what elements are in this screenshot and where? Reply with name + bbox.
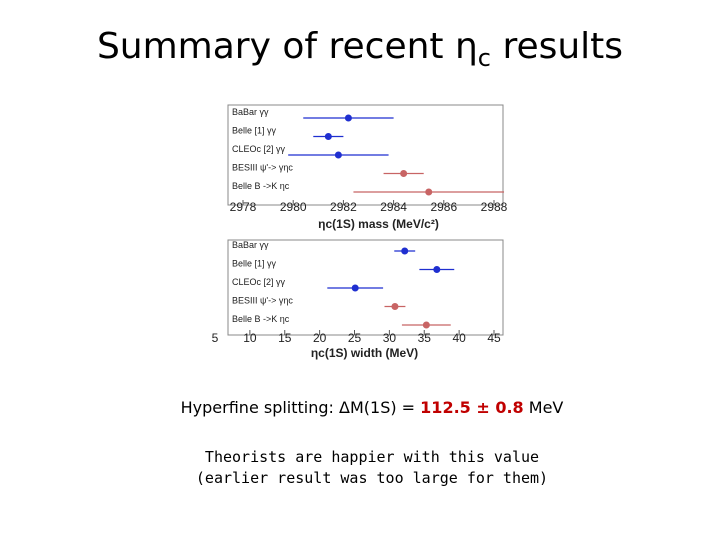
x-tick-label: 35 [418, 331, 432, 345]
x-tick-label: 5 [212, 331, 219, 345]
data-point [391, 303, 399, 310]
title-text: Summary of recent η [97, 26, 478, 67]
hyperfine-unit: MeV [524, 398, 564, 417]
category-label: BESIII ψ'-> γηc [232, 296, 293, 306]
data-point [324, 133, 332, 140]
x-axis-label: ηc(1S) width (MeV) [311, 346, 418, 360]
hyperfine: Hyperfine splitting: ΔM(1S) = 112.5 ± 0.… [181, 398, 564, 417]
category-label: BaBar γγ [232, 240, 269, 250]
plot-frame [227, 104, 504, 206]
data-point [400, 170, 408, 177]
note-line: Theorists are happier with this value [205, 448, 539, 466]
category-label: Belle B ->K ηc [232, 314, 290, 324]
category-label: BESIII ψ'-> γηc [232, 163, 293, 173]
category-label: BaBar γγ [232, 107, 269, 117]
x-tick-label: 45 [487, 331, 501, 345]
title-text: results [491, 26, 623, 67]
x-tick-label: 20 [313, 331, 327, 345]
data-point [334, 151, 342, 159]
data-point [422, 321, 430, 329]
category-label: CLEOc [2] γγ [232, 144, 286, 154]
hyperfine-text: Hyperfine splitting: ΔM(1S) = [181, 398, 421, 417]
data-point [344, 114, 352, 122]
category-label: Belle [1] γγ [232, 259, 277, 269]
category-label: CLEOc [2] γγ [232, 277, 286, 287]
category-label: Belle B ->K ηc [232, 181, 290, 191]
category-label: Belle [1] γγ [232, 126, 277, 136]
hyperfine-value: 112.5 ± 0.8 [420, 398, 524, 417]
note-line: (earlier result was too large for them) [196, 469, 548, 487]
x-tick-label: 2980 [280, 200, 307, 214]
x-axis-label: ηc(1S) mass (MeV/c²) [318, 217, 439, 231]
data-point [425, 188, 433, 196]
x-tick-label: 15 [278, 331, 292, 345]
x-tick-label: 10 [243, 331, 257, 345]
plot-frame [227, 239, 504, 336]
title-subscript: c [478, 44, 491, 72]
x-tick-label: 2984 [380, 200, 407, 214]
data-point [433, 266, 441, 273]
x-tick-label: 40 [452, 331, 466, 345]
x-tick-label: 2982 [330, 200, 357, 214]
x-tick-label: 25 [348, 331, 362, 345]
x-tick-label: 30 [383, 331, 397, 345]
x-tick-label: 2978 [230, 200, 257, 214]
x-tick-label: 2986 [430, 200, 457, 214]
slide-title: Summary of recent ηc results [97, 26, 623, 72]
data-point [401, 247, 409, 255]
x-tick-label: 2988 [481, 200, 508, 214]
data-point [351, 284, 359, 292]
